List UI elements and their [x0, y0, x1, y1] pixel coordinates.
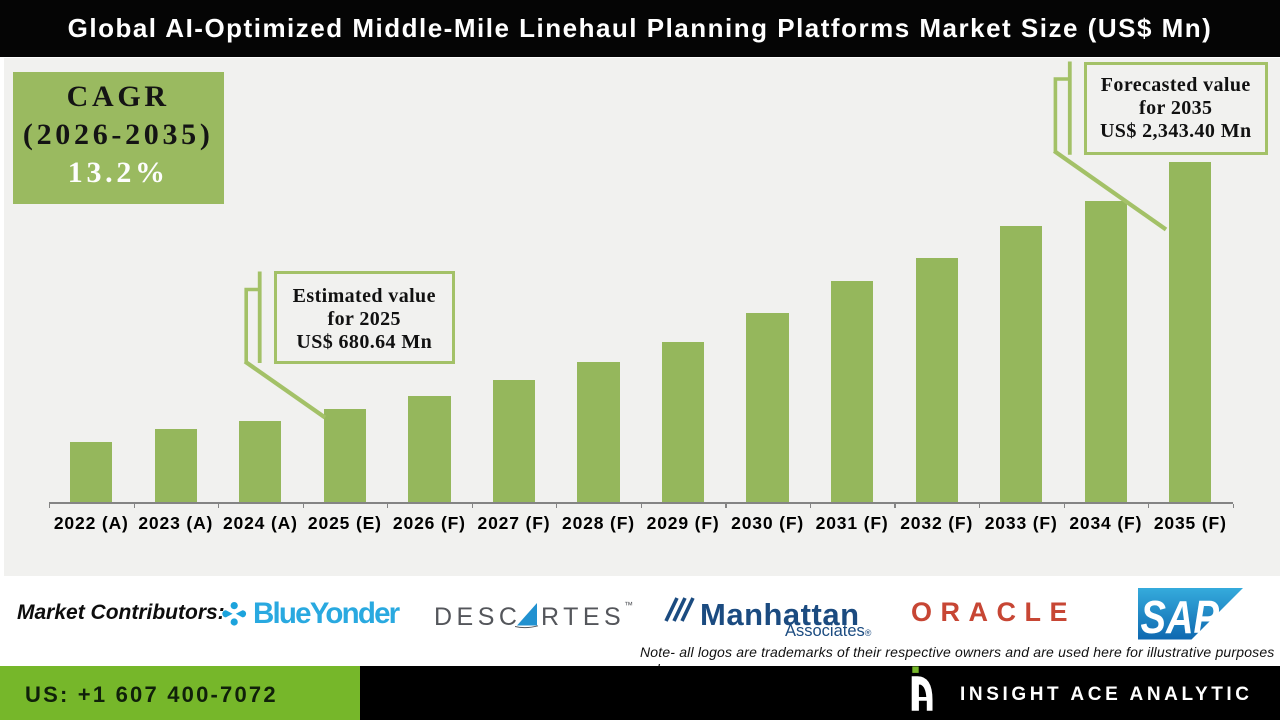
- svg-text:SAP: SAP: [1140, 592, 1219, 640]
